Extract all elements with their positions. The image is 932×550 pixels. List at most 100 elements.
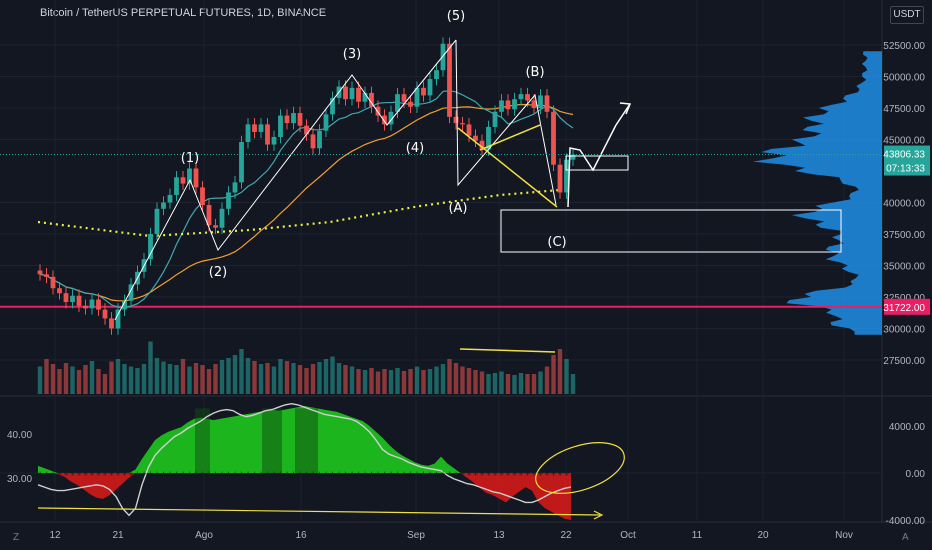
macd-signal-line — [37, 402, 572, 517]
zero-cross-marker: + — [323, 470, 329, 478]
zero-cross-marker: + — [284, 470, 290, 478]
current-price-tag — [884, 145, 930, 176]
volume-bar — [505, 374, 511, 394]
volume-bar — [336, 363, 342, 394]
wave-label: (2) — [209, 265, 227, 280]
volume-bar — [544, 366, 550, 394]
zero-cross-marker: + — [96, 470, 102, 478]
zero-cross-marker: + — [317, 470, 323, 478]
zero-cross-marker: + — [187, 470, 193, 478]
candle-body — [96, 299, 101, 310]
volume-bar — [265, 363, 270, 394]
candle-body — [57, 288, 62, 294]
zero-cross-marker: + — [141, 470, 147, 478]
candle-body — [265, 124, 270, 145]
zero-cross-marker: + — [388, 470, 394, 478]
wave-label: (B) — [525, 65, 544, 80]
volume-bar — [200, 365, 205, 394]
volume-bar — [115, 359, 121, 394]
zoom-icon[interactable]: Z — [13, 532, 20, 543]
wave-label: (1) — [181, 151, 199, 166]
volume-bar — [356, 369, 361, 394]
volume-bar — [310, 364, 316, 394]
volume-bar — [362, 370, 368, 394]
candle-body — [245, 124, 251, 143]
zero-cross-marker: + — [83, 470, 89, 478]
volume-bar — [434, 366, 439, 394]
zero-cross-marker: + — [414, 470, 420, 478]
wave-label: (5) — [447, 9, 465, 24]
zero-cross-marker: + — [505, 470, 511, 478]
candle-body — [180, 177, 186, 184]
zero-cross-marker: + — [551, 470, 557, 478]
volume-bar — [369, 368, 374, 394]
volume-bar — [382, 369, 387, 394]
candle-body — [382, 115, 387, 125]
volume-bar — [453, 363, 459, 394]
candle-body — [570, 154, 576, 160]
candle-body — [479, 140, 485, 150]
volume-bar — [531, 374, 537, 394]
zero-cross-marker: + — [102, 470, 108, 478]
zero-cross-marker: + — [499, 470, 505, 478]
zero-cross-marker: + — [401, 470, 407, 478]
volume-bar — [76, 370, 82, 394]
volume-bar — [499, 371, 504, 394]
zero-cross-marker: + — [382, 470, 388, 478]
candle-body — [408, 101, 413, 107]
zero-cross-marker: + — [310, 470, 316, 478]
candle-body — [232, 182, 238, 193]
price-axis-label: 50000.00 — [883, 73, 925, 84]
zero-cross-marker: + — [486, 470, 492, 478]
volume-bar — [258, 364, 264, 394]
candle-body — [154, 208, 160, 234]
zero-cross-marker: + — [460, 470, 466, 478]
zero-cross-marker: + — [538, 470, 544, 478]
candle-body — [343, 86, 348, 100]
volume-bar — [401, 371, 407, 394]
candle-body — [317, 130, 322, 149]
candle-body — [70, 295, 75, 303]
candle-body — [369, 92, 374, 107]
zero-cross-marker: + — [154, 470, 160, 478]
zero-cross-marker: + — [200, 470, 206, 478]
zero-cross-marker: + — [258, 470, 264, 478]
candle-body — [401, 94, 407, 102]
wave-label: (4) — [406, 141, 424, 156]
volume-bar — [206, 369, 212, 394]
demand-zone — [500, 209, 842, 253]
auto-scale-button[interactable]: A — [902, 532, 909, 543]
volume-bar — [395, 368, 400, 394]
volume-bar — [232, 355, 238, 394]
candle-body — [421, 87, 426, 96]
wedge-line-upper — [479, 124, 541, 151]
zero-cross-marker: + — [128, 470, 134, 478]
zero-cross-marker: + — [57, 470, 63, 478]
macd-axis-label: -4000.00 — [886, 516, 926, 527]
zero-cross-marker: + — [70, 470, 76, 478]
candle-body — [473, 135, 478, 141]
candle-body — [278, 115, 283, 137]
volume-bar — [122, 364, 127, 394]
zero-cross-marker: + — [206, 470, 212, 478]
volume-bar — [271, 366, 277, 394]
currency-button[interactable]: USDT — [890, 6, 924, 24]
candle-body — [304, 125, 309, 135]
volume-bar — [551, 355, 556, 394]
volume-trend-line — [459, 348, 556, 353]
ma-dotted-line — [37, 188, 561, 238]
candle-body — [239, 142, 244, 183]
support-price-label: 31722.00 — [883, 303, 925, 314]
volume-bar — [421, 370, 426, 394]
volume-bar — [440, 364, 446, 394]
zero-cross-marker: + — [369, 470, 375, 478]
zero-cross-marker: + — [291, 470, 297, 478]
current-price-label: 43806.33 — [883, 150, 925, 161]
zero-cross-marker: + — [50, 470, 56, 478]
divergence-line — [37, 507, 601, 516]
zero-cross-marker: + — [453, 470, 459, 478]
price-axis-label: 37500.00 — [883, 230, 925, 241]
volume-bar — [570, 374, 576, 394]
time-axis-label: 16 — [295, 530, 307, 541]
